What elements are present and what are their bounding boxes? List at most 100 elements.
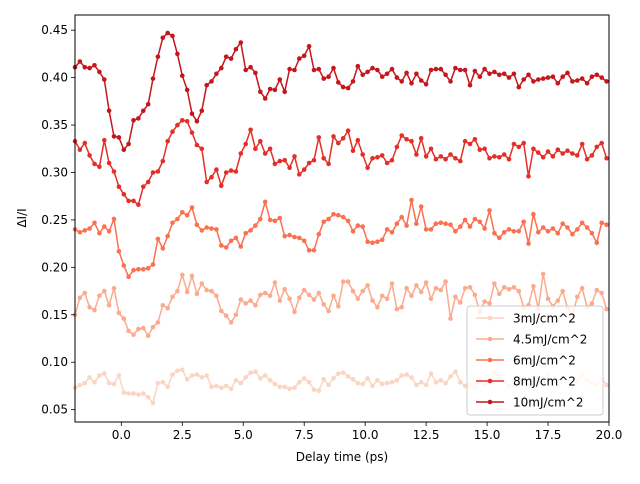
data-point bbox=[248, 64, 253, 70]
legend-label: 6mJ/cm^2 bbox=[513, 354, 576, 368]
data-point bbox=[384, 380, 390, 386]
data-point bbox=[545, 75, 551, 80]
data-point bbox=[87, 226, 92, 231]
data-point bbox=[253, 369, 258, 375]
data-point bbox=[248, 127, 253, 133]
data-point bbox=[360, 224, 366, 229]
data-point bbox=[184, 87, 190, 93]
data-point bbox=[345, 279, 351, 284]
data-point bbox=[150, 262, 156, 267]
data-point bbox=[102, 137, 107, 143]
data-point bbox=[423, 382, 429, 388]
data-point bbox=[92, 220, 97, 226]
data-point bbox=[579, 141, 585, 147]
data-point bbox=[170, 294, 175, 300]
data-point bbox=[204, 82, 209, 88]
data-point bbox=[243, 141, 248, 147]
series-line bbox=[74, 119, 608, 206]
data-point bbox=[316, 388, 322, 394]
data-point bbox=[92, 379, 97, 385]
data-point bbox=[384, 71, 390, 77]
data-point bbox=[384, 227, 390, 232]
data-point bbox=[375, 67, 380, 73]
legend-label: 3mJ/cm^2 bbox=[513, 312, 576, 326]
data-point bbox=[141, 184, 146, 189]
data-point bbox=[326, 308, 331, 314]
data-point bbox=[321, 377, 327, 382]
data-point bbox=[141, 325, 146, 331]
data-point bbox=[575, 78, 580, 83]
data-point bbox=[438, 154, 444, 159]
x-tick-label: 10.0 bbox=[352, 428, 379, 442]
data-point bbox=[277, 215, 283, 221]
data-point bbox=[565, 148, 570, 153]
data-point bbox=[214, 167, 219, 172]
data-point bbox=[511, 285, 517, 290]
data-point bbox=[497, 291, 502, 297]
y-tick-label: 0.45 bbox=[41, 23, 68, 37]
x-tick-label: 20.0 bbox=[596, 428, 623, 442]
data-point bbox=[394, 75, 400, 80]
data-point bbox=[340, 279, 346, 284]
data-point bbox=[194, 291, 200, 297]
data-point bbox=[102, 77, 107, 82]
data-point bbox=[414, 152, 419, 157]
data-point bbox=[131, 267, 136, 273]
data-point bbox=[326, 382, 331, 388]
data-point bbox=[87, 65, 92, 71]
data-point bbox=[487, 208, 492, 213]
data-point bbox=[301, 53, 307, 59]
data-point bbox=[194, 119, 200, 124]
data-point bbox=[516, 144, 522, 150]
data-point bbox=[145, 101, 151, 107]
data-point bbox=[438, 287, 444, 293]
data-point bbox=[579, 285, 585, 291]
data-point bbox=[487, 71, 492, 77]
data-point bbox=[526, 241, 531, 246]
data-point bbox=[87, 375, 92, 380]
data-point bbox=[267, 378, 273, 383]
data-point bbox=[433, 285, 439, 291]
data-point bbox=[350, 288, 356, 294]
data-point bbox=[204, 287, 209, 293]
data-point bbox=[516, 288, 522, 294]
data-point bbox=[189, 373, 195, 378]
data-point bbox=[116, 310, 122, 316]
data-point bbox=[570, 79, 575, 84]
data-point bbox=[233, 312, 239, 318]
data-point bbox=[355, 137, 361, 143]
data-point bbox=[458, 67, 463, 73]
data-point bbox=[575, 294, 580, 300]
y-tick-label: 0.40 bbox=[41, 71, 68, 85]
data-point bbox=[97, 69, 102, 75]
data-point bbox=[326, 74, 331, 79]
data-point bbox=[570, 151, 575, 156]
data-point bbox=[238, 40, 244, 45]
data-point bbox=[106, 380, 112, 386]
data-point bbox=[306, 379, 312, 385]
data-point bbox=[482, 66, 487, 72]
data-point bbox=[453, 156, 458, 161]
data-point bbox=[414, 382, 419, 388]
data-point bbox=[292, 385, 297, 391]
data-point bbox=[131, 332, 136, 338]
data-point bbox=[467, 141, 473, 147]
data-point bbox=[409, 138, 414, 144]
data-point bbox=[165, 30, 170, 36]
data-point bbox=[384, 160, 390, 166]
data-point bbox=[336, 304, 341, 309]
legend-box bbox=[466, 305, 604, 416]
data-point bbox=[336, 371, 341, 376]
data-point bbox=[350, 79, 356, 84]
data-point bbox=[536, 77, 541, 82]
data-point bbox=[297, 379, 302, 385]
data-point bbox=[448, 79, 453, 84]
data-point bbox=[604, 382, 609, 388]
data-point bbox=[418, 78, 424, 83]
data-point bbox=[141, 391, 146, 396]
data-point bbox=[92, 161, 97, 167]
data-point bbox=[267, 217, 273, 223]
x-tick-label: 0.0 bbox=[112, 428, 131, 442]
data-point bbox=[136, 392, 141, 397]
